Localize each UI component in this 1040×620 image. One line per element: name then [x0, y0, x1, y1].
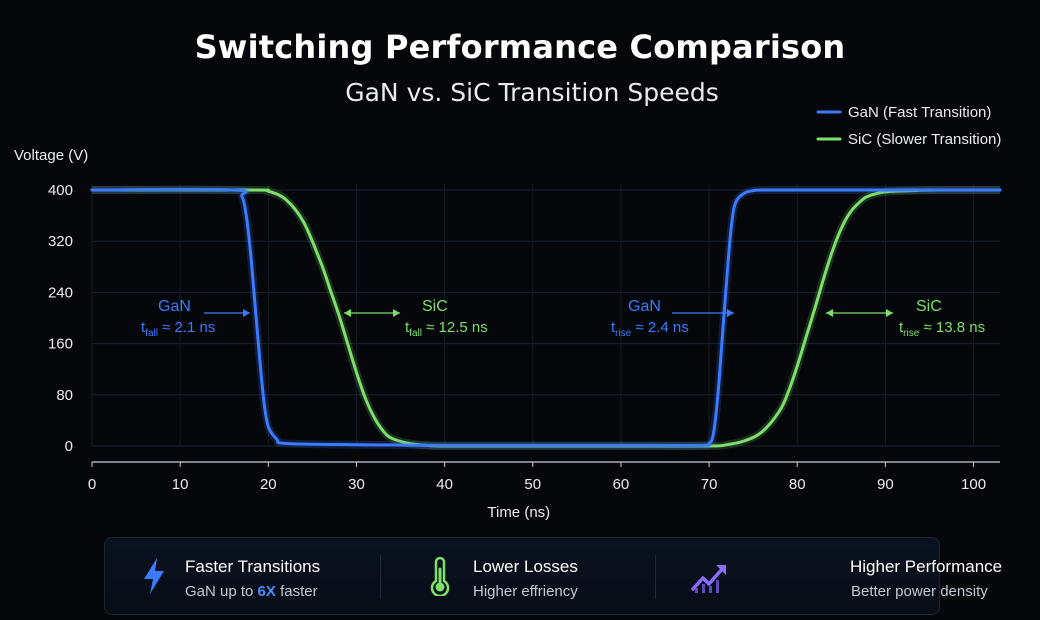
- x-tick-label: 20: [260, 476, 277, 493]
- annotation-value: trise ≈ 13.8 ns: [899, 319, 985, 339]
- series-sic-line: [90, 188, 1002, 448]
- legend-label: SiC (Slower Transition): [848, 131, 1001, 148]
- feature-title: Higher Performance: [850, 557, 1003, 576]
- annotation-value: trise ≈ 2.4 ns: [611, 319, 689, 339]
- x-tick-label: 90: [877, 476, 894, 493]
- feature-title: Faster Transitions: [185, 557, 321, 576]
- annotation-arrowhead: [393, 309, 400, 317]
- feature-text: Better power density: [851, 583, 988, 600]
- y-axis-label: Voltage (V): [14, 147, 88, 164]
- annotation-name: GaN: [628, 298, 661, 315]
- y-tick-label: 80: [56, 387, 73, 404]
- series-gan-glow: [91, 185, 1000, 450]
- annotation-arrowhead: [243, 309, 250, 317]
- feature-text: Higher effriency: [473, 583, 578, 600]
- feature-higher-performance: Higher Performance Better power density: [656, 538, 1002, 616]
- x-tick-label: 50: [524, 476, 541, 493]
- annotation-name: GaN: [158, 298, 191, 315]
- series-sic-glow: [91, 185, 1001, 451]
- feature-title: Lower Losses: [473, 557, 578, 576]
- y-tick-label: 240: [48, 284, 73, 301]
- annotation-name: SiC: [916, 298, 942, 315]
- chart-title: Switching Performance Comparison: [194, 28, 846, 66]
- feature-panel: Faster Transitions GaN up to 6X faster L…: [104, 537, 1002, 616]
- feature-text: GaN up to 6X faster: [185, 583, 318, 600]
- trend-up-icon: [691, 565, 726, 593]
- chart-subtitle: GaN vs. SiC Transition Speeds: [345, 78, 719, 107]
- y-tick-label: 320: [48, 233, 73, 250]
- legend-label: GaN (Fast Transition): [848, 104, 991, 121]
- annotation-value: tfall ≈ 12.5 ns: [405, 319, 488, 339]
- annotation-arrowhead: [886, 309, 893, 317]
- feature-divider: [655, 555, 656, 599]
- annotation-arrowhead: [344, 309, 351, 317]
- thermometer-icon: [430, 556, 450, 596]
- feature-faster-transitions: Faster Transitions GaN up to 6X faster: [105, 538, 381, 616]
- x-tick-label: 100: [961, 476, 986, 493]
- y-tick-label: 0: [65, 438, 73, 455]
- x-tick-label: 80: [789, 476, 806, 493]
- x-tick-label: 0: [88, 476, 96, 493]
- lightning-bolt-icon: [144, 558, 164, 594]
- annotation-arrowhead: [727, 309, 734, 317]
- y-tick-label: 400: [48, 182, 73, 199]
- annotation-value: tfall ≈ 2.1 ns: [141, 319, 215, 339]
- x-tick-label: 30: [348, 476, 365, 493]
- x-tick-label: 70: [701, 476, 718, 493]
- x-tick-label: 10: [172, 476, 189, 493]
- x-tick-label: 60: [613, 476, 630, 493]
- x-tick-label: 40: [436, 476, 453, 493]
- series-gan-line: [90, 188, 1002, 448]
- y-tick-label: 160: [48, 336, 73, 353]
- switching-waveform-chart: 0 10 20 30 40 50 60 70 80 90 100 0 80 160 240 320 400 Vol…: [14, 104, 1002, 521]
- annotation-arrowhead: [826, 309, 833, 317]
- annotation-name: SiC: [422, 298, 448, 315]
- feature-divider: [380, 555, 381, 599]
- x-axis-label: Time (ns): [487, 504, 550, 521]
- feature-lower-losses: Lower Losses Higher effriency: [381, 538, 655, 616]
